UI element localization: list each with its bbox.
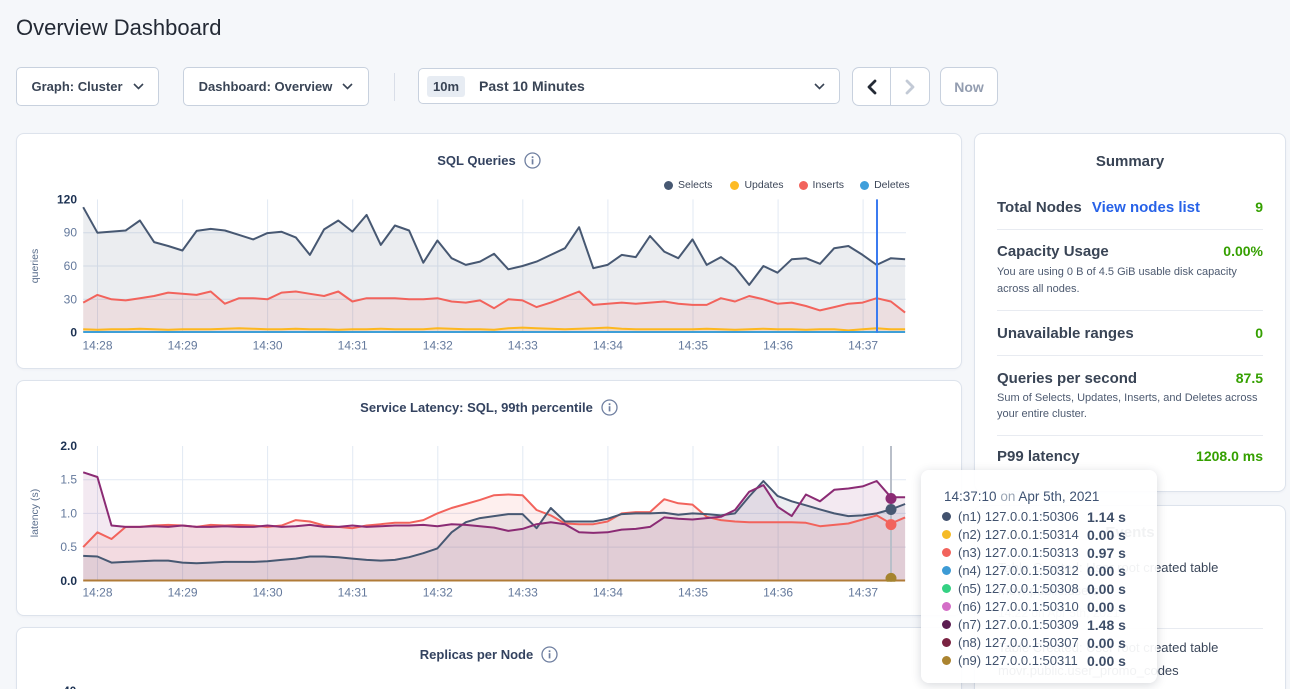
- svg-text:60: 60: [64, 259, 78, 273]
- svg-text:30: 30: [64, 292, 78, 306]
- svg-text:14:29: 14:29: [168, 586, 198, 600]
- svg-text:14:32: 14:32: [423, 586, 453, 600]
- svg-text:14:29: 14:29: [168, 339, 198, 353]
- svg-text:14:36: 14:36: [763, 339, 793, 353]
- svg-text:1.0: 1.0: [60, 506, 77, 520]
- svg-text:14:33: 14:33: [508, 586, 538, 600]
- svg-text:14:31: 14:31: [338, 586, 368, 600]
- svg-text:14:34: 14:34: [593, 339, 623, 353]
- svg-text:120: 120: [57, 192, 77, 206]
- svg-text:14:30: 14:30: [253, 586, 283, 600]
- svg-text:14:31: 14:31: [338, 339, 368, 353]
- svg-text:queries: queries: [29, 249, 41, 283]
- svg-text:latency (s): latency (s): [29, 489, 41, 537]
- svg-text:14:28: 14:28: [82, 339, 112, 353]
- svg-text:14:35: 14:35: [678, 339, 708, 353]
- svg-text:14:30: 14:30: [253, 339, 283, 353]
- svg-text:14:33: 14:33: [508, 339, 538, 353]
- svg-text:14:37: 14:37: [848, 586, 878, 600]
- svg-text:2.0: 2.0: [60, 439, 77, 453]
- svg-text:0.5: 0.5: [60, 540, 77, 554]
- svg-text:14:28: 14:28: [82, 586, 112, 600]
- svg-text:0.0: 0.0: [60, 574, 77, 588]
- svg-text:14:32: 14:32: [423, 339, 453, 353]
- svg-text:14:36: 14:36: [763, 586, 793, 600]
- svg-text:14:37: 14:37: [848, 339, 878, 353]
- svg-text:14:35: 14:35: [678, 586, 708, 600]
- svg-text:90: 90: [64, 226, 78, 240]
- svg-text:1.5: 1.5: [60, 473, 77, 487]
- svg-text:0: 0: [70, 326, 77, 340]
- svg-text:14:34: 14:34: [593, 586, 623, 600]
